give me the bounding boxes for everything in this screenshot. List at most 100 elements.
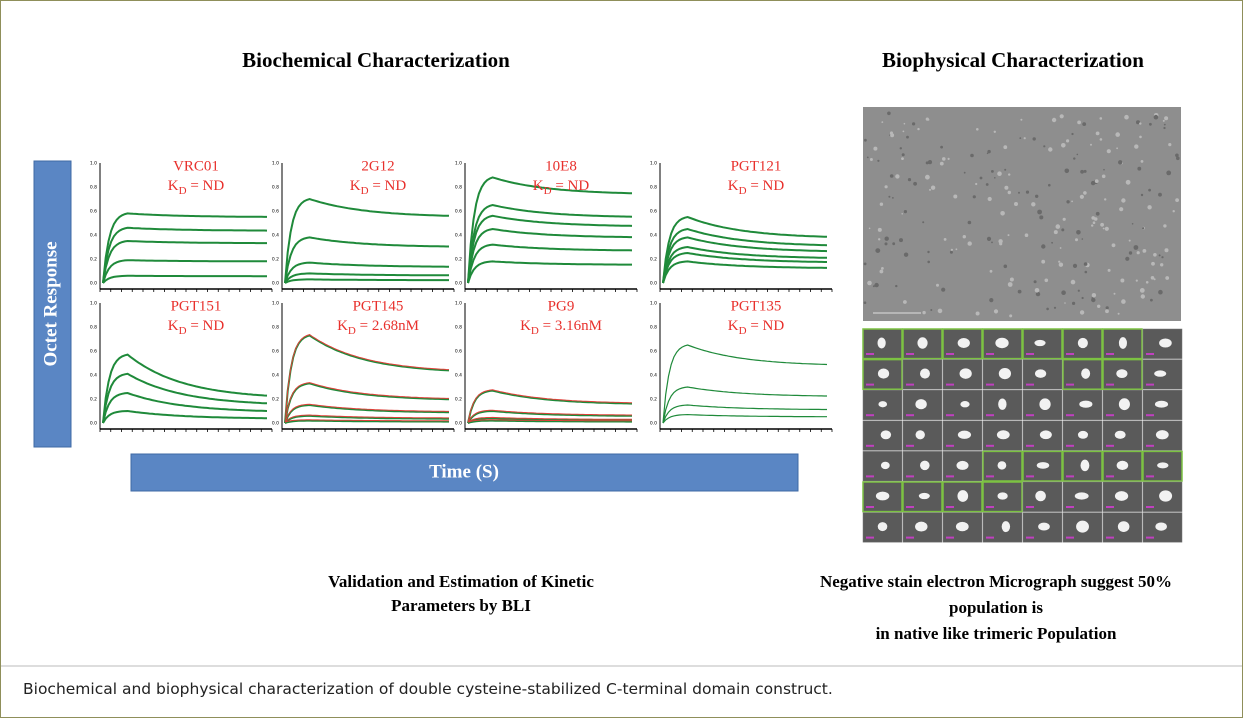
particle <box>1108 269 1111 272</box>
particle <box>956 248 958 250</box>
y-tick-label: 1.0 <box>650 301 657 307</box>
particle <box>1159 254 1161 256</box>
class-label <box>866 445 874 447</box>
class-particle <box>1116 369 1127 378</box>
class-particle <box>1035 491 1046 502</box>
class-particle <box>1040 430 1052 439</box>
particle <box>900 147 902 149</box>
particle <box>1061 228 1064 231</box>
y-tick-label: 0.8 <box>272 325 279 331</box>
class-particle <box>956 522 969 531</box>
kd-value: = 3.16nM <box>539 318 602 334</box>
class-label <box>1026 353 1034 355</box>
particle <box>1020 119 1022 121</box>
class-label <box>986 445 994 447</box>
particle <box>1121 299 1126 304</box>
particle <box>1065 169 1070 174</box>
class-label <box>1026 445 1034 447</box>
kd-label: KD = 3.16nM <box>520 318 602 336</box>
particle <box>903 131 905 133</box>
class-label <box>866 384 874 386</box>
class-particle <box>877 338 885 349</box>
particle <box>1163 127 1165 129</box>
curve <box>103 411 267 423</box>
particle <box>1010 278 1014 282</box>
antibody-name: PG9 <box>548 298 575 314</box>
particle <box>1031 202 1035 206</box>
particle <box>1137 251 1140 254</box>
y-tick-label: 0.2 <box>650 397 657 403</box>
y-tick-label: 0.4 <box>90 373 97 379</box>
class-particle <box>960 401 969 407</box>
particle <box>901 213 903 215</box>
particle <box>922 221 924 223</box>
class-particle <box>1118 521 1130 532</box>
y-tick-label: 1.0 <box>90 301 97 307</box>
class-label <box>1146 537 1154 539</box>
caption-line: in native like trimeric Population <box>876 624 1117 643</box>
class-label <box>866 414 874 416</box>
class-label <box>866 506 874 508</box>
particle <box>926 161 929 164</box>
class-label <box>986 414 994 416</box>
bli-panel: 1.00.80.60.40.20.02G12KD = ND <box>272 158 454 292</box>
particle <box>1105 227 1109 231</box>
particle <box>1175 198 1179 202</box>
particle <box>1036 292 1040 296</box>
y-tick-label: 0.6 <box>455 209 462 215</box>
particle <box>904 123 906 125</box>
y-tick-label: 0.8 <box>650 325 657 331</box>
kd-subscript: D <box>179 185 187 197</box>
y-tick-label: 0.8 <box>90 325 97 331</box>
class-particle <box>1039 398 1050 410</box>
class-label <box>1146 414 1154 416</box>
particle <box>873 147 877 151</box>
class-particle <box>957 490 968 502</box>
class-label <box>986 537 994 539</box>
particle <box>1147 205 1151 209</box>
particle <box>1039 215 1043 219</box>
particle <box>1041 244 1045 248</box>
particle <box>1083 191 1087 195</box>
particle <box>903 300 907 304</box>
particle <box>1058 261 1060 263</box>
particle <box>1082 297 1084 299</box>
particle <box>931 186 935 190</box>
class-particle <box>1002 521 1010 532</box>
particle <box>1080 195 1084 199</box>
kd-label: KD = ND <box>728 318 785 336</box>
class-label <box>1146 384 1154 386</box>
particle <box>989 298 993 302</box>
kd-value: = ND <box>552 178 590 194</box>
curve <box>663 261 827 283</box>
y-axis-label: Octet Response <box>40 241 61 366</box>
particle <box>1025 233 1029 237</box>
particle <box>1024 137 1026 139</box>
particle <box>997 171 1002 176</box>
class-label <box>1026 414 1034 416</box>
class-label <box>1066 384 1074 386</box>
class-particle <box>1035 369 1046 377</box>
class-particle <box>915 522 927 532</box>
particle <box>1018 192 1020 194</box>
kd-value: = 2.68nM <box>356 318 419 334</box>
particle <box>942 157 946 161</box>
particle <box>1073 157 1075 159</box>
class-label <box>1106 506 1114 508</box>
class-label <box>1066 537 1074 539</box>
particle <box>1142 227 1144 229</box>
particle <box>1078 290 1080 292</box>
y-tick-label: 0.0 <box>90 421 97 427</box>
particle <box>1033 137 1036 140</box>
particle <box>991 242 993 244</box>
particle <box>867 157 869 159</box>
kd-symbol: K <box>168 178 179 194</box>
class-label <box>906 506 914 508</box>
particle <box>1137 167 1141 171</box>
particle <box>1119 207 1123 211</box>
class-label <box>906 537 914 539</box>
kd-value: = ND <box>747 178 785 194</box>
curve <box>663 345 827 423</box>
class-label <box>866 537 874 539</box>
